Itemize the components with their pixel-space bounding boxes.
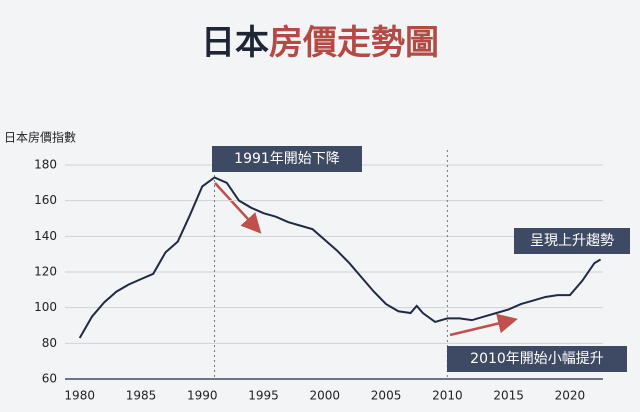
y-tick-label: 140 — [34, 229, 57, 243]
arrow — [449, 313, 518, 337]
annotation: 呈現上升趨勢 — [530, 233, 614, 249]
title-part: 房價走勢圖 — [269, 23, 439, 63]
chart-title: 日本房價走勢圖 — [201, 23, 439, 63]
x-tick-label: 1985 — [126, 389, 157, 403]
arrow — [214, 182, 262, 234]
x-tick-label: 1980 — [64, 389, 95, 403]
x-tick-label: 2015 — [493, 389, 524, 403]
x-tick-label: 2000 — [310, 389, 341, 403]
y-tick-label: 120 — [34, 265, 57, 279]
y-tick-label: 160 — [34, 193, 57, 207]
annotation-box — [447, 346, 627, 372]
annotation: 1991年開始下降 — [234, 151, 340, 167]
x-tick-label: 1995 — [248, 389, 279, 403]
y-tick-label: 60 — [42, 372, 57, 386]
x-tick-label: 1990 — [187, 389, 218, 403]
title-part: 日本 — [201, 23, 269, 63]
annotation-box — [212, 146, 362, 172]
x-tick-label: 2010 — [432, 389, 463, 403]
x-tick-label: 2020 — [555, 389, 586, 403]
annotation: 2010年開始小幅提升 — [470, 351, 604, 367]
annotation-box — [514, 228, 630, 254]
y-tick-label: 180 — [34, 158, 57, 172]
y-tick-label: 80 — [42, 336, 57, 350]
y-axis-label: 日本房價指數 — [4, 130, 76, 145]
x-tick-label: 2005 — [371, 389, 402, 403]
y-tick-label: 100 — [34, 300, 57, 314]
line — [78, 176, 602, 339]
